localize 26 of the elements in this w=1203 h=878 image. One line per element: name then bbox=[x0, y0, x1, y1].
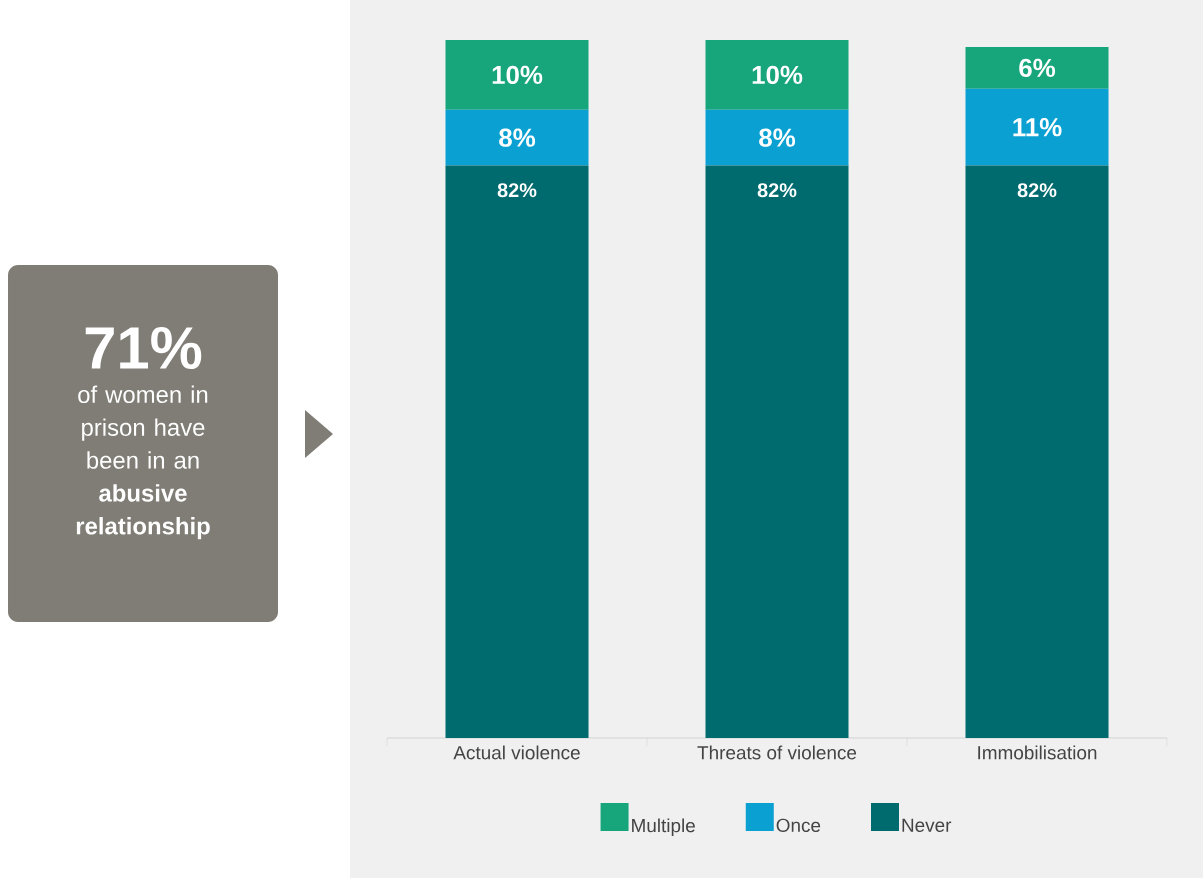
legend-label: Multiple bbox=[632, 818, 695, 837]
bar bbox=[705, 165, 849, 738]
bar bbox=[445, 109, 589, 166]
bar bbox=[705, 39, 849, 110]
data-label: 82% bbox=[497, 183, 537, 198]
data-label: 10% bbox=[492, 65, 543, 85]
bar bbox=[965, 46, 1109, 89]
data-label: 82% bbox=[757, 183, 797, 198]
bar bbox=[445, 165, 589, 738]
data-label: 6% bbox=[1019, 58, 1056, 78]
bar bbox=[965, 88, 1109, 166]
data-label: 82% bbox=[1017, 183, 1057, 198]
x-tick-label: Threats of violence bbox=[697, 745, 857, 760]
bar bbox=[445, 39, 589, 110]
x-tick-label: Immobilisation bbox=[978, 745, 1097, 760]
data-label: 8% bbox=[759, 128, 796, 147]
text: 71% bbox=[85, 326, 202, 370]
bar bbox=[965, 165, 1109, 738]
data-label: 10% bbox=[752, 65, 803, 85]
x-tick-label: Actual violence bbox=[453, 745, 580, 760]
legend-label: Never bbox=[902, 818, 952, 832]
data-label: 8% bbox=[499, 128, 536, 147]
text: of women in prison have been in an abusive relationship bbox=[76, 385, 210, 540]
bar bbox=[705, 109, 849, 166]
data-label: 11% bbox=[1013, 118, 1062, 137]
legend-label: Once bbox=[776, 818, 821, 833]
